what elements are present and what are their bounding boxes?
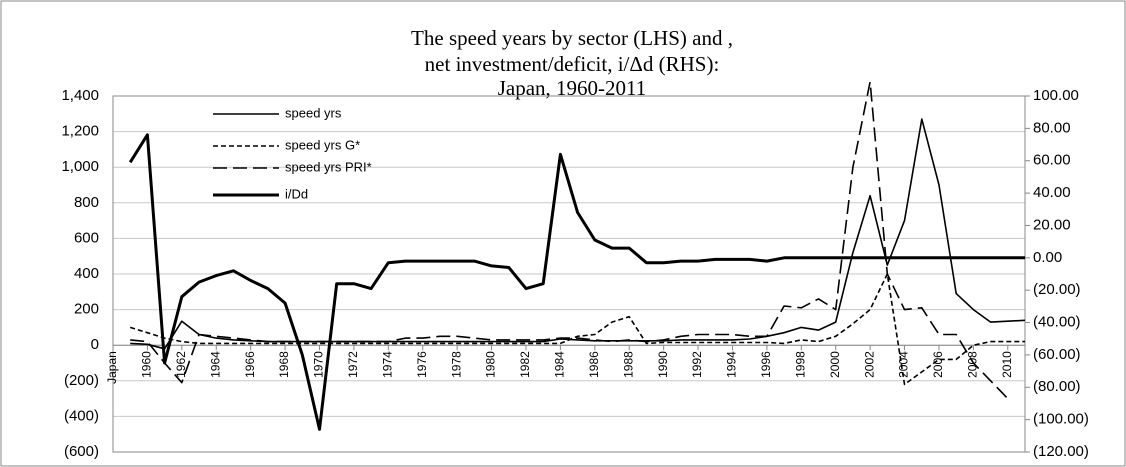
y-tick-label: 200: [74, 301, 99, 318]
x-tick-label: 2006: [931, 351, 945, 378]
y-tick-label: (400): [64, 407, 99, 424]
x-tick-label: Japan: [105, 351, 119, 384]
x-tick-label: 1960: [140, 351, 154, 378]
y2-tick-label: (40.00): [1033, 314, 1081, 331]
series-line: [129, 273, 1025, 386]
series-line: [128, 133, 1025, 431]
y-tick-label: (600): [64, 443, 99, 460]
x-tick-label: 1978: [449, 351, 463, 378]
y-tick-label: 1,400: [61, 87, 99, 104]
x-tick-label: 1964: [208, 351, 222, 378]
legend-label: speed yrs: [285, 105, 342, 120]
y-tick-label: 0: [91, 336, 99, 353]
series-line: [130, 81, 1009, 400]
x-tick-label: 1990: [656, 351, 670, 378]
y2-tick-label: (80.00): [1033, 378, 1081, 395]
x-tick-label: 1992: [690, 351, 704, 378]
x-tick-label: 1982: [518, 351, 532, 378]
y-tick-label: (200): [64, 372, 99, 389]
y2-tick-label: (100.00): [1033, 411, 1089, 428]
y2-tick-label: (20.00): [1033, 281, 1081, 298]
x-tick-label: 1974: [380, 351, 394, 378]
x-tick-label: 1962: [174, 351, 188, 378]
x-tick-label: 1984: [553, 351, 567, 378]
plot-area: [112, 95, 1026, 453]
x-tick-label: 1968: [277, 351, 291, 378]
x-tick-label: 1980: [484, 351, 498, 378]
x-tick-label: 1994: [725, 351, 739, 378]
y2-tick-label: (120.00): [1033, 443, 1089, 460]
legend-label: speed yrs G*: [285, 137, 360, 152]
x-tick-label: 1988: [621, 351, 635, 378]
legend-label: i/Dd: [285, 186, 308, 201]
x-tick-label: 1966: [243, 351, 257, 378]
y-tick-label: 800: [74, 194, 99, 211]
y2-tick-label: (60.00): [1033, 346, 1081, 363]
chart-title: net investment/deficit, i/Δd (RHS):: [425, 52, 720, 76]
y-tick-label: 600: [74, 229, 99, 246]
y2-tick-label: 60.00: [1033, 152, 1071, 169]
x-tick-label: 1970: [312, 351, 326, 378]
x-tick-label: 2010: [1000, 351, 1014, 378]
x-tick-label: 2004: [897, 351, 911, 378]
y2-tick-label: 80.00: [1033, 119, 1071, 136]
x-tick-label: 1996: [759, 351, 773, 378]
y2-tick-label: 40.00: [1033, 184, 1071, 201]
x-tick-label: 2008: [966, 351, 980, 378]
chart-title: The speed years by sector (LHS) and ,: [411, 26, 733, 50]
y-tick-label: 400: [74, 265, 99, 282]
x-tick-label: 1998: [793, 351, 807, 378]
x-tick-label: 1986: [587, 351, 601, 378]
y-tick-label: 1,000: [61, 158, 99, 175]
y2-tick-label: 100.00: [1033, 87, 1079, 104]
x-tick-label: 1976: [415, 351, 429, 378]
y2-tick-label: 0.00: [1033, 249, 1062, 266]
x-tick-label: 2002: [862, 351, 876, 378]
x-tick-label: 2000: [828, 351, 842, 378]
y-tick-label: 1,200: [61, 123, 99, 140]
x-tick-label: 1972: [346, 351, 360, 378]
y2-tick-label: 20.00: [1033, 216, 1071, 233]
legend-label: speed yrs PRI*: [285, 159, 372, 174]
